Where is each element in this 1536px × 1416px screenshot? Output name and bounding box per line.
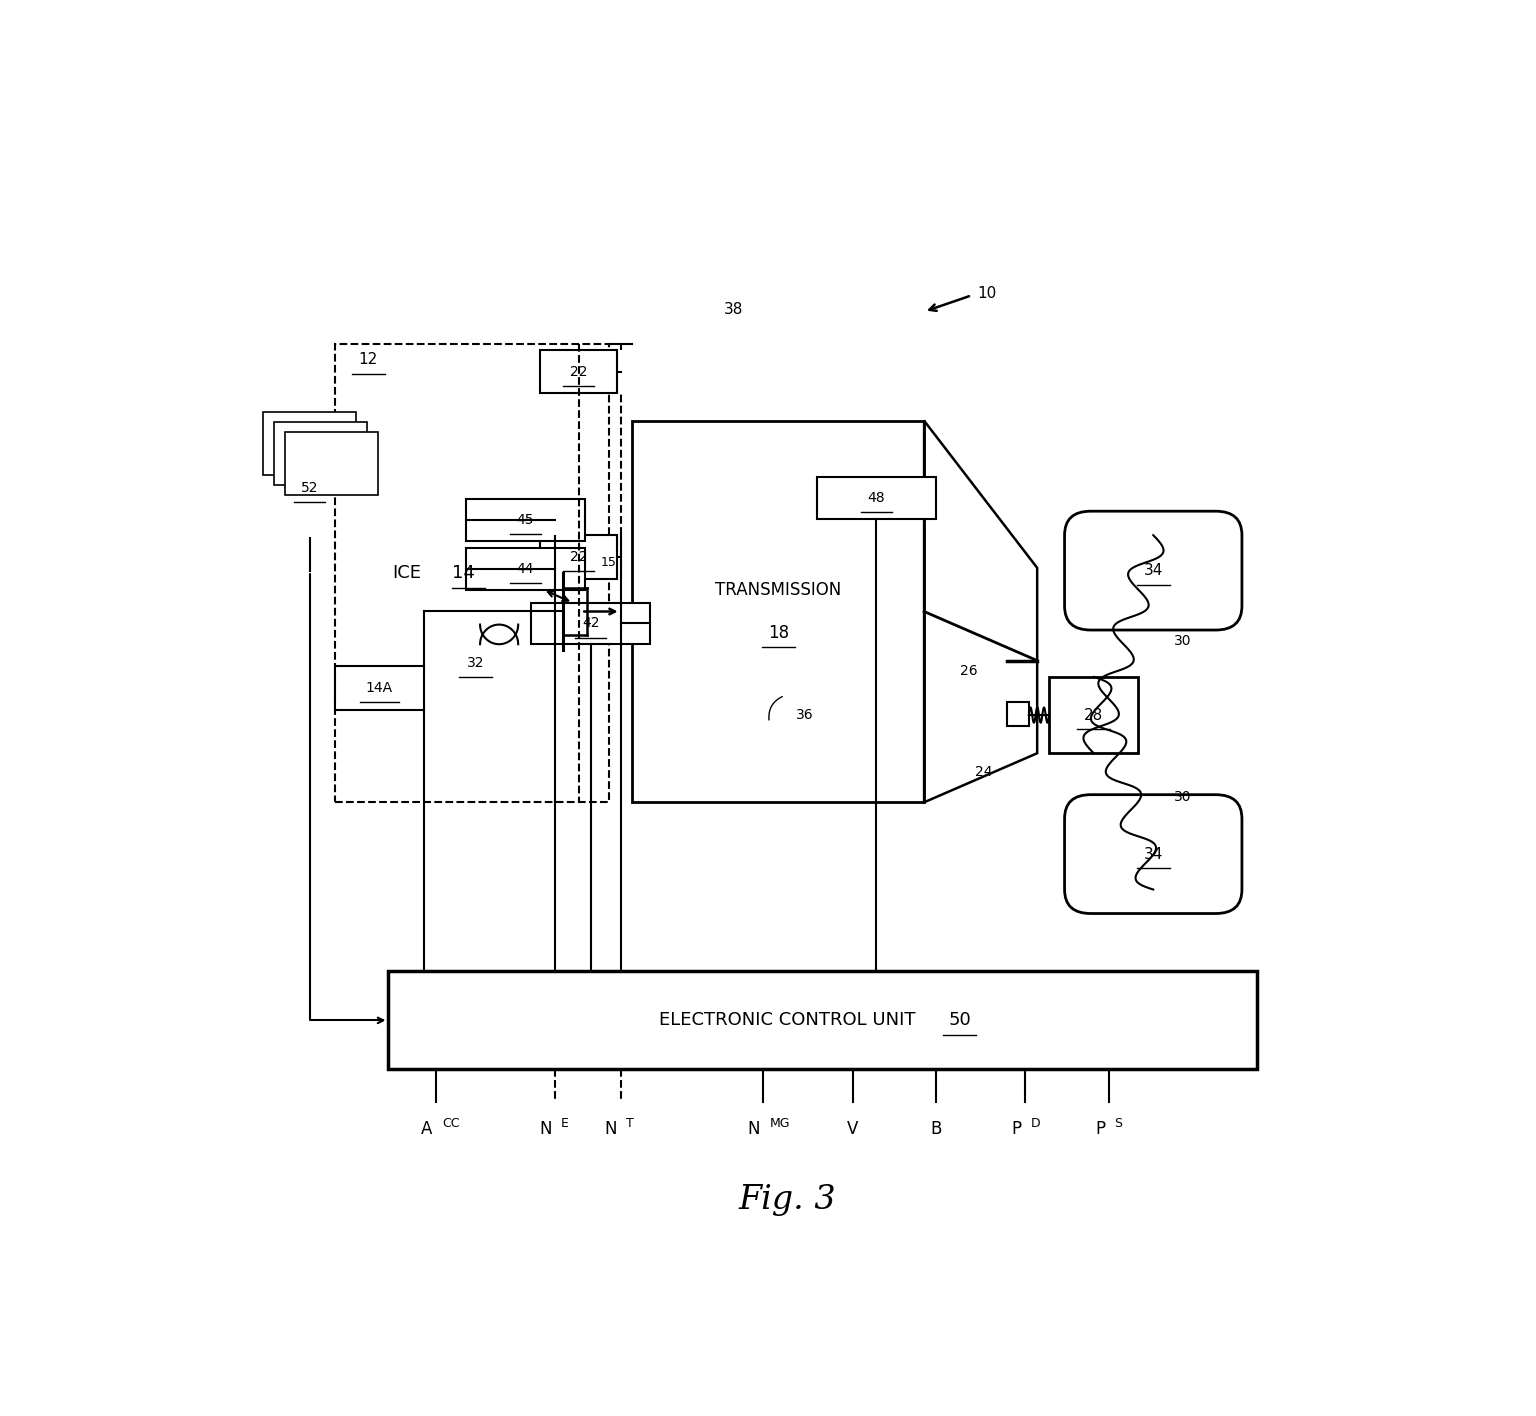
Bar [273, 422, 367, 486]
Bar [284, 432, 378, 494]
Text: P: P [1095, 1120, 1104, 1138]
Bar [817, 477, 935, 518]
Text: D: D [1031, 1117, 1041, 1130]
Text: 44: 44 [516, 562, 535, 576]
Text: E: E [561, 1117, 568, 1130]
Text: 32: 32 [467, 656, 484, 670]
Text: 22: 22 [570, 365, 587, 378]
Text: 50: 50 [948, 1011, 971, 1029]
Text: TRANSMISSION: TRANSMISSION [716, 581, 842, 599]
Bar [539, 350, 617, 394]
Text: 12: 12 [358, 353, 378, 367]
Text: 14A: 14A [366, 681, 393, 695]
Text: 48: 48 [868, 491, 885, 506]
Text: ICE: ICE [392, 565, 421, 582]
Text: 30: 30 [1174, 790, 1192, 804]
Bar [335, 344, 608, 803]
Text: 42: 42 [582, 616, 599, 630]
Text: 14: 14 [452, 565, 475, 582]
Bar [389, 971, 1258, 1069]
Bar [264, 412, 356, 476]
Bar [465, 548, 585, 589]
Text: 52: 52 [301, 481, 318, 496]
Text: Fig. 3: Fig. 3 [739, 1184, 836, 1216]
Text: V: V [846, 1120, 859, 1138]
Text: MG: MG [770, 1117, 790, 1130]
Text: 28: 28 [1084, 708, 1103, 722]
Text: 22: 22 [570, 549, 587, 564]
Text: 24: 24 [975, 765, 992, 779]
Bar [531, 603, 650, 644]
Text: N: N [605, 1120, 617, 1138]
Bar [539, 535, 617, 579]
Text: 38: 38 [723, 302, 743, 317]
FancyBboxPatch shape [1064, 511, 1243, 630]
Bar [633, 421, 925, 803]
Text: 34: 34 [1144, 847, 1163, 861]
Text: 34: 34 [1144, 564, 1163, 578]
Text: A: A [421, 1120, 433, 1138]
Text: CC: CC [442, 1117, 459, 1130]
Text: P: P [1012, 1120, 1021, 1138]
Bar [335, 666, 424, 709]
Text: 26: 26 [960, 664, 977, 678]
Bar [1008, 702, 1029, 726]
Text: 15: 15 [601, 556, 616, 569]
Text: S: S [1115, 1117, 1123, 1130]
Bar [465, 500, 585, 541]
Text: 10: 10 [978, 286, 997, 300]
Text: 30: 30 [1174, 634, 1192, 649]
Text: T: T [627, 1117, 634, 1130]
Text: B: B [931, 1120, 942, 1138]
Text: N: N [539, 1120, 551, 1138]
Text: ELECTRONIC CONTROL UNIT: ELECTRONIC CONTROL UNIT [659, 1011, 915, 1029]
Text: 36: 36 [796, 708, 814, 722]
Text: 18: 18 [768, 624, 790, 643]
Text: N: N [748, 1120, 760, 1138]
Text: 45: 45 [516, 513, 535, 527]
Bar [1049, 677, 1138, 753]
FancyBboxPatch shape [1064, 794, 1243, 913]
